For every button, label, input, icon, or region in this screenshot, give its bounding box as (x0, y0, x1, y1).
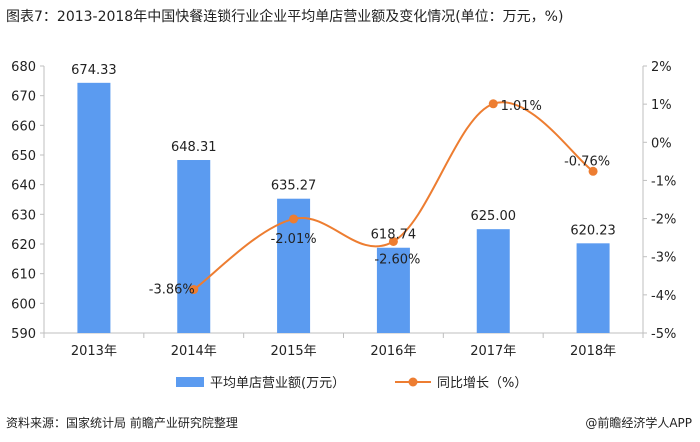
bar-data-label: 625.00 (471, 209, 517, 224)
bar (476, 229, 510, 333)
left-tick-label: 620 (11, 238, 36, 253)
data-source: 资料来源：国家统计局 前瞻产业研究院整理 (6, 416, 238, 430)
growth-data-label: -2.01% (271, 232, 317, 247)
bar (77, 82, 111, 333)
growth-point (488, 99, 498, 109)
right-tick-label: 2% (651, 60, 672, 75)
brand-credit: @前瞻经济学人APP (585, 416, 692, 430)
bar-data-label: 618.74 (371, 228, 417, 243)
bar (177, 160, 211, 333)
bar-data-label: 648.31 (171, 140, 217, 155)
left-tick-label: 640 (11, 179, 36, 194)
bar-data-label: 620.23 (570, 223, 616, 238)
right-tick-label: 0% (651, 136, 672, 151)
growth-data-label: 1.01% (501, 99, 542, 114)
growth-data-label: -0.76% (564, 154, 610, 169)
bar-data-label: 674.33 (71, 63, 117, 78)
chart-title: 图表7：2013-2018年中国快餐连锁行业企业平均单店营业额及变化情况(单位：… (6, 9, 564, 25)
left-tick-label: 680 (11, 60, 36, 75)
growth-point (388, 236, 398, 246)
legend-label-line: 同比增长（%） (437, 376, 527, 391)
bar (576, 243, 610, 333)
bar (376, 247, 410, 333)
left-tick-label: 590 (11, 327, 36, 342)
right-tick-label: -4% (651, 289, 676, 304)
left-tick-label: 610 (11, 268, 36, 283)
legend-label-bar: 平均单店营业额(万元） (210, 376, 345, 391)
left-tick-label: 660 (11, 119, 36, 134)
x-tick-label: 2017年 (470, 344, 516, 359)
right-tick-label: 1% (651, 98, 672, 113)
growth-point (189, 285, 199, 295)
left-tick-label: 650 (11, 149, 36, 164)
growth-data-label: -3.86% (149, 283, 195, 298)
growth-point (588, 166, 598, 176)
x-tick-label: 2018年 (570, 344, 616, 359)
left-tick-label: 630 (11, 208, 36, 223)
x-tick-label: 2014年 (171, 344, 217, 359)
left-tick-label: 600 (11, 297, 36, 312)
legend-swatch-point (408, 377, 418, 387)
bar-data-label: 635.27 (271, 179, 317, 194)
x-tick-label: 2016年 (370, 344, 416, 359)
legend-swatch-bar (176, 377, 204, 387)
left-tick-label: 670 (11, 90, 36, 105)
right-tick-label: -2% (651, 213, 676, 228)
right-tick-label: -1% (651, 174, 676, 189)
x-tick-label: 2013年 (71, 344, 117, 359)
growth-data-label: -2.60% (374, 252, 420, 267)
right-tick-label: -5% (651, 327, 676, 342)
x-tick-label: 2015年 (271, 344, 317, 359)
growth-point (289, 214, 299, 224)
right-tick-label: -3% (651, 251, 676, 266)
